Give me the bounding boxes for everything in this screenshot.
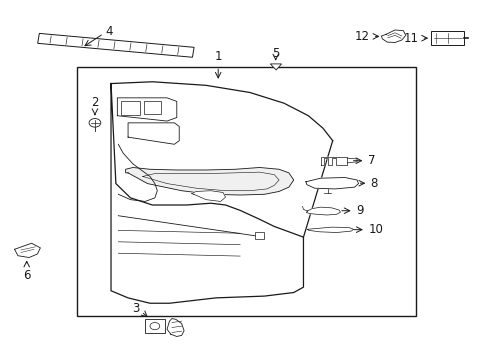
Bar xyxy=(255,232,265,239)
Bar xyxy=(77,67,416,316)
Polygon shape xyxy=(128,123,179,144)
Polygon shape xyxy=(381,30,406,42)
Bar xyxy=(431,31,464,45)
Polygon shape xyxy=(167,319,184,337)
Text: 2: 2 xyxy=(91,96,98,109)
Polygon shape xyxy=(117,98,177,121)
Text: 8: 8 xyxy=(370,177,378,190)
Polygon shape xyxy=(38,33,194,57)
Bar xyxy=(144,102,161,113)
Polygon shape xyxy=(111,84,303,303)
Text: 5: 5 xyxy=(272,47,279,60)
Polygon shape xyxy=(306,207,341,215)
Text: 6: 6 xyxy=(23,269,30,282)
Text: 1: 1 xyxy=(215,50,222,63)
Polygon shape xyxy=(320,157,347,165)
Text: 3: 3 xyxy=(132,302,139,315)
Circle shape xyxy=(150,323,160,330)
Bar xyxy=(145,319,165,333)
Polygon shape xyxy=(125,167,294,195)
Polygon shape xyxy=(15,243,40,257)
Text: 10: 10 xyxy=(368,223,383,236)
Circle shape xyxy=(89,118,101,127)
Text: 9: 9 xyxy=(356,204,364,217)
Text: 11: 11 xyxy=(404,32,419,45)
Text: 4: 4 xyxy=(106,25,113,38)
Text: 12: 12 xyxy=(355,30,370,43)
Polygon shape xyxy=(307,227,354,233)
Polygon shape xyxy=(306,177,359,189)
Polygon shape xyxy=(192,191,225,202)
Polygon shape xyxy=(270,64,282,70)
Text: 7: 7 xyxy=(368,154,375,167)
Bar xyxy=(121,101,140,114)
